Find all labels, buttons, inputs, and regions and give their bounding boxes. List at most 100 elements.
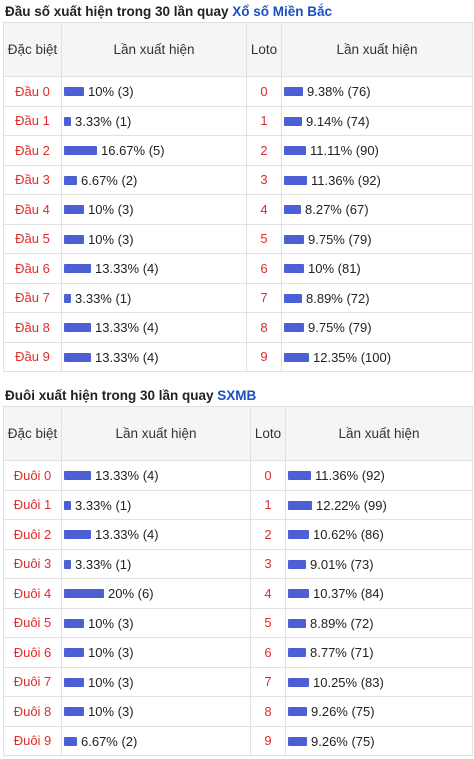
loto-number: 2	[250, 519, 286, 550]
loto-number: 3	[246, 164, 282, 195]
duoi-table: Đặc biệt Lần xuất hiện Loto Lần xuất hiệ…	[3, 406, 473, 756]
loto-frequency-bar	[284, 264, 304, 274]
table-row: Đuôi 6 10% (3) 6 8.77% (71)	[3, 637, 473, 668]
frequency-text: 3.33% (1)	[75, 497, 132, 513]
frequency-text: 3.33% (1)	[75, 290, 132, 306]
loto-frequency-text: 8.27% (67)	[305, 202, 369, 218]
loto-number: 9	[250, 725, 286, 756]
loto-number: 0	[250, 460, 286, 491]
frequency-cell: 6.67% (2)	[61, 164, 247, 195]
dau-table: Đặc biệt Lần xuất hiện Loto Lần xuất hiệ…	[3, 22, 473, 372]
section1-title-link[interactable]: Xổ số Miền Bắc	[232, 4, 333, 19]
loto-frequency-text: 11.36% (92)	[315, 468, 385, 484]
loto-number: 3	[250, 548, 286, 579]
row-label: Đầu 6	[3, 253, 62, 284]
loto-frequency-text: 10.37% (84)	[313, 586, 384, 602]
loto-number: 8	[246, 312, 282, 343]
frequency-text: 10% (3)	[88, 202, 134, 218]
section2-title-text: Đuôi xuất hiện trong 30 lần quay	[5, 388, 218, 403]
frequency-bar	[64, 677, 84, 687]
frequency-bar	[64, 87, 84, 97]
frequency-text: 10% (3)	[88, 84, 134, 100]
frequency-cell: 13.33% (4)	[61, 253, 247, 284]
frequency-text: 3.33% (1)	[75, 113, 132, 129]
frequency-bar	[64, 264, 91, 274]
loto-frequency-cell: 11.11% (90)	[281, 135, 473, 166]
row-label: Đầu 8	[3, 312, 62, 343]
frequency-cell: 10% (3)	[61, 194, 247, 225]
loto-number: 7	[250, 666, 286, 697]
loto-number: 4	[246, 194, 282, 225]
table-row: Đầu 3 6.67% (2) 3 11.36% (92)	[3, 164, 473, 195]
loto-number: 0	[246, 76, 282, 107]
loto-frequency-bar	[288, 736, 307, 746]
loto-frequency-text: 8.89% (72)	[306, 290, 370, 306]
frequency-text: 13.33% (4)	[95, 349, 159, 365]
frequency-text: 6.67% (2)	[81, 733, 138, 749]
table-row: Đuôi 1 3.33% (1) 1 12.22% (99)	[3, 489, 473, 520]
loto-frequency-text: 9.26% (75)	[311, 733, 375, 749]
loto-frequency-bar	[288, 677, 309, 687]
table-row: Đầu 5 10% (3) 5 9.75% (79)	[3, 223, 473, 254]
loto-frequency-cell: 9.26% (75)	[285, 725, 473, 756]
table-row: Đầu 8 13.33% (4) 8 9.75% (79)	[3, 312, 473, 343]
loto-number: 2	[246, 135, 282, 166]
table-row: Đầu 6 13.33% (4) 6 10% (81)	[3, 253, 473, 284]
row-label: Đầu 5	[3, 223, 62, 254]
loto-frequency-bar	[288, 618, 306, 628]
frequency-text: 6.67% (2)	[81, 172, 138, 188]
table-row: Đầu 7 3.33% (1) 7 8.89% (72)	[3, 282, 473, 313]
loto-number: 5	[246, 223, 282, 254]
frequency-cell: 10% (3)	[61, 76, 247, 107]
loto-number: 7	[246, 282, 282, 313]
loto-frequency-cell: 10.62% (86)	[285, 519, 473, 550]
loto-frequency-text: 9.26% (75)	[311, 704, 375, 720]
row-label: Đuôi 5	[3, 607, 62, 638]
loto-frequency-text: 12.35% (100)	[313, 349, 392, 365]
loto-frequency-bar	[284, 205, 301, 215]
frequency-bar	[64, 116, 71, 126]
loto-frequency-cell: 9.75% (79)	[281, 312, 473, 343]
frequency-bar	[64, 175, 77, 185]
row-label: Đầu 2	[3, 135, 62, 166]
row-label: Đuôi 2	[3, 519, 62, 550]
loto-frequency-cell: 8.89% (72)	[285, 607, 473, 638]
table-row: Đuôi 9 6.67% (2) 9 9.26% (75)	[3, 725, 473, 756]
loto-frequency-cell: 10.25% (83)	[285, 666, 473, 697]
loto-frequency-bar	[288, 530, 309, 540]
header-dac-biet: Đặc biệt	[3, 406, 62, 461]
loto-frequency-text: 11.36% (92)	[311, 172, 381, 188]
row-label: Đầu 9	[3, 341, 62, 372]
loto-frequency-text: 12.22% (99)	[316, 497, 387, 513]
loto-frequency-cell: 8.77% (71)	[285, 637, 473, 668]
section2-title-link[interactable]: SXMB	[217, 388, 257, 403]
loto-number: 9	[246, 341, 282, 372]
frequency-cell: 13.33% (4)	[61, 519, 251, 550]
table-row: Đầu 1 3.33% (1) 1 9.14% (74)	[3, 105, 473, 136]
frequency-bar	[64, 500, 71, 510]
frequency-cell: 10% (3)	[61, 223, 247, 254]
loto-frequency-cell: 9.75% (79)	[281, 223, 473, 254]
header-dac-biet: Đặc biệt	[3, 22, 62, 77]
frequency-text: 13.33% (4)	[95, 468, 159, 484]
row-label: Đuôi 8	[3, 696, 62, 727]
frequency-cell: 16.67% (5)	[61, 135, 247, 166]
row-label: Đầu 4	[3, 194, 62, 225]
frequency-bar	[64, 559, 71, 569]
loto-frequency-cell: 12.22% (99)	[285, 489, 473, 520]
loto-frequency-bar	[284, 323, 304, 333]
frequency-cell: 10% (3)	[61, 607, 251, 638]
frequency-cell: 3.33% (1)	[61, 105, 247, 136]
loto-frequency-text: 11.11% (90)	[310, 143, 379, 159]
table-row: Đầu 4 10% (3) 4 8.27% (67)	[3, 194, 473, 225]
section1-title: Đầu số xuất hiện trong 30 lần quay Xổ số…	[0, 2, 474, 22]
loto-frequency-text: 9.14% (74)	[306, 113, 370, 129]
loto-frequency-cell: 9.38% (76)	[281, 76, 473, 107]
loto-number: 1	[246, 105, 282, 136]
loto-frequency-bar	[288, 707, 307, 717]
header-lan-xuat-hien: Lần xuất hiện	[61, 406, 251, 461]
table-row: Đầu 9 13.33% (4) 9 12.35% (100)	[3, 341, 473, 372]
duoi-table-body: Đuôi 0 13.33% (4) 0 11.36% (92) Đuôi 1 3.33% …	[3, 460, 473, 756]
table-row: Đuôi 3 3.33% (1) 3 9.01% (73)	[3, 548, 473, 579]
loto-frequency-bar	[288, 500, 312, 510]
